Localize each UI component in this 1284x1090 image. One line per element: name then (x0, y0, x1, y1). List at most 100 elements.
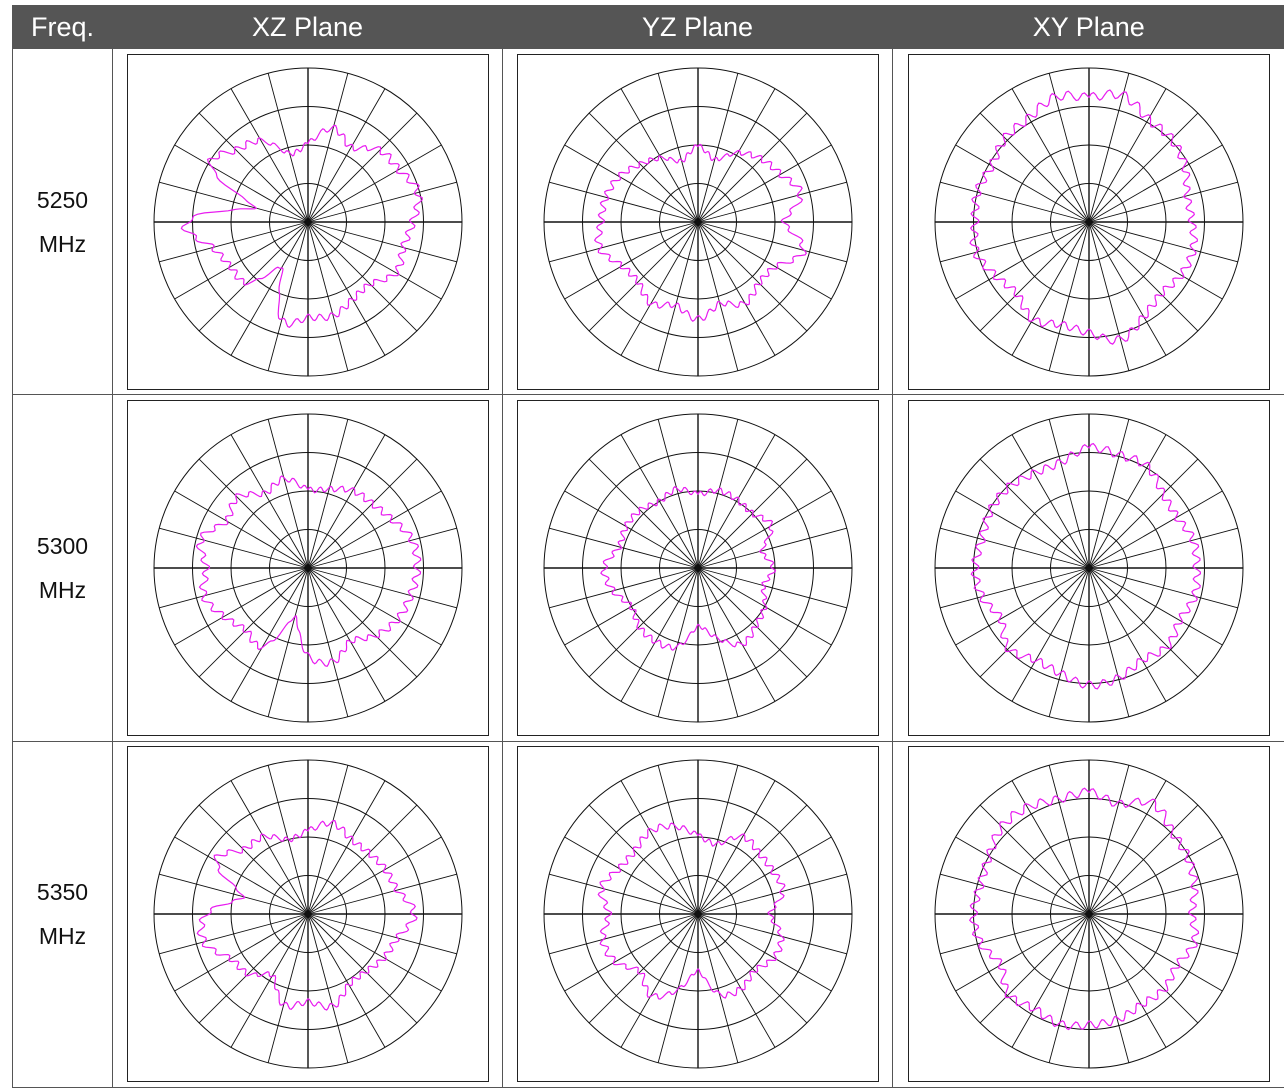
polar-center (1085, 218, 1092, 225)
polar-spoke (1088, 221, 1198, 331)
polar-spoke (548, 221, 698, 262)
polar-spoke (548, 874, 698, 915)
polar-center (694, 564, 701, 571)
polar-spoke (1011, 567, 1089, 702)
polar-spoke (939, 527, 1089, 569)
polar-spoke (1048, 221, 1089, 371)
polar-spoke (697, 490, 832, 569)
polar-spoke (563, 913, 698, 992)
header-yz-plane: YZ Plane (502, 5, 893, 49)
polar-plot-frame (516, 746, 879, 1083)
polar-spoke (1088, 836, 1223, 915)
polar-spoke (697, 221, 832, 300)
polar-spoke (1088, 72, 1129, 222)
polar-spoke (697, 567, 847, 609)
polar-spoke (697, 567, 832, 646)
polar-spoke (307, 913, 442, 992)
polar-plot-frame (907, 399, 1270, 736)
polar-spoke (173, 567, 308, 646)
plot-cell (112, 740, 503, 1089)
pattern-trace (195, 475, 421, 667)
polar-spoke (173, 913, 308, 992)
polar-spoke (697, 72, 738, 222)
polar-spoke (620, 221, 698, 356)
freq-value: 5300 (36, 532, 89, 559)
polar-spoke (954, 567, 1089, 646)
plot-cell (112, 394, 503, 742)
polar-spoke (954, 144, 1089, 223)
polar-spoke (1088, 567, 1238, 609)
header-freq: Freq. (12, 5, 113, 49)
polar-spoke (588, 458, 698, 569)
polar-spoke (1048, 72, 1089, 222)
polar-plot-frame (126, 746, 489, 1083)
header-row: Freq. XZ Plane YZ Plane XY Plane (12, 5, 1284, 49)
polar-spoke (230, 914, 308, 1048)
polar-spoke (198, 112, 308, 222)
polar-spoke (158, 874, 308, 915)
polar-spoke (697, 913, 847, 955)
freq-unit: MHz (38, 230, 87, 257)
table-row: 5250 MHz (12, 47, 1284, 396)
plot-cell (112, 47, 503, 396)
pattern-trace (196, 820, 418, 1012)
table-row: 5350 MHz (12, 740, 1284, 1089)
polar-spoke (267, 221, 308, 371)
polar-spoke (1088, 221, 1129, 371)
polar-spoke (979, 221, 1089, 331)
plot-cell (892, 47, 1284, 396)
polar-center (694, 911, 701, 918)
polar-spoke (1088, 913, 1223, 992)
polar-plot-5300-xz (153, 413, 462, 723)
polar-spoke (307, 221, 348, 371)
polar-spoke (1088, 221, 1223, 300)
polar-spoke (548, 913, 698, 955)
polar-plot-frame (516, 399, 879, 736)
polar-spoke (307, 112, 417, 222)
polar-spoke (158, 913, 308, 955)
polar-spoke (198, 805, 308, 915)
polar-spoke (657, 419, 698, 569)
polar-spoke (697, 181, 847, 223)
polar-spoke (697, 221, 775, 356)
polar-spoke (307, 874, 457, 915)
polar-spoke (1048, 567, 1089, 717)
polar-spoke (173, 221, 308, 300)
polar-spoke (563, 567, 698, 646)
plot-cell (892, 394, 1284, 742)
polar-spoke (1088, 567, 1129, 717)
polar-spoke (1088, 914, 1129, 1064)
polar-spoke (1088, 567, 1166, 702)
polar-spoke (697, 112, 807, 222)
polar-spoke (1088, 221, 1166, 356)
polar-spoke (548, 567, 698, 609)
polar-spoke (307, 458, 417, 569)
polar-spoke (267, 765, 308, 915)
polar-spoke (563, 221, 698, 300)
polar-spoke (979, 567, 1089, 678)
polar-spoke (588, 805, 698, 915)
polar-spoke (307, 914, 385, 1048)
polar-spoke (1048, 765, 1089, 915)
polar-spoke (1088, 874, 1238, 915)
polar-spoke (939, 913, 1089, 955)
polar-center (1085, 911, 1092, 918)
freq-unit: MHz (38, 923, 87, 950)
polar-plot-5350-yz (543, 759, 852, 1069)
polar-spoke (620, 914, 698, 1048)
polar-spoke (307, 72, 348, 222)
freq-label-5250: 5250 MHz (12, 47, 113, 396)
polar-spoke (620, 434, 698, 569)
polar-spoke (267, 72, 308, 222)
polar-spoke (563, 490, 698, 569)
polar-plot-5300-xy (934, 413, 1243, 723)
polar-center (694, 218, 701, 225)
polar-spoke (230, 88, 308, 222)
polar-spoke (307, 836, 442, 915)
polar-spoke (307, 419, 348, 569)
polar-spoke (307, 490, 442, 569)
polar-spoke (158, 181, 308, 223)
polar-spoke (657, 567, 698, 717)
polar-spoke (173, 836, 308, 915)
polar-spoke (158, 527, 308, 569)
